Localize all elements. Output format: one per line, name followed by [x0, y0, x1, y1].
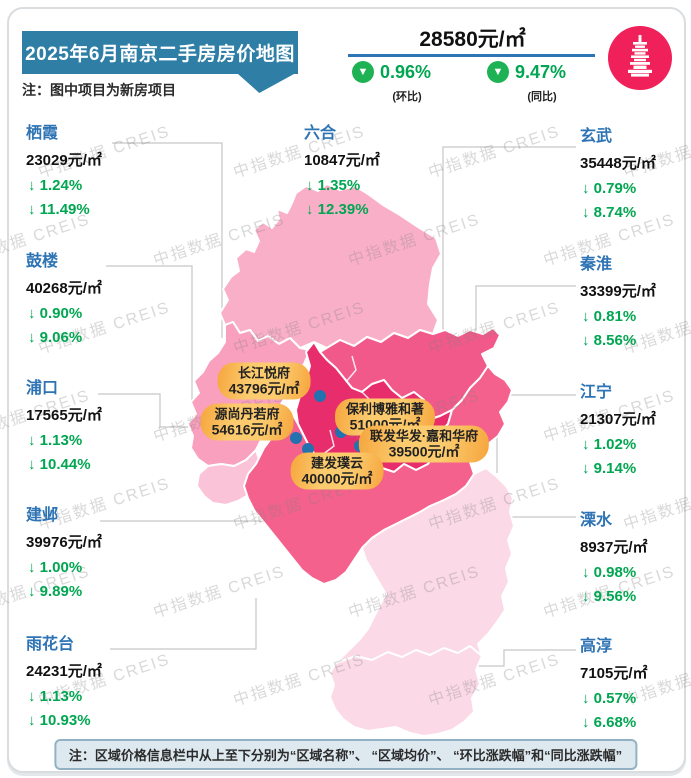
down-arrow-icon: ▼ — [487, 61, 509, 83]
project-label-lianfahuafa: 联发华发·嘉和华府 39500元/㎡ — [358, 425, 490, 463]
district-yoy-change: ↓ 10.93% — [28, 712, 91, 729]
map-region-lishui-gaochun — [329, 467, 515, 737]
district-mom-change: ↓ 0.98% — [582, 564, 637, 581]
district-yoy-change: ↓ 12.39% — [306, 201, 369, 218]
project-marker — [290, 432, 302, 444]
project-price: 43796元/㎡ — [228, 380, 300, 397]
district-price: 8937元/㎡ — [580, 539, 648, 556]
project-marker — [302, 443, 314, 455]
connector-jiangning — [496, 394, 576, 473]
district-mom-change: ↓ 0.81% — [582, 308, 637, 325]
district-mom-change: ↓ 1.00% — [28, 559, 83, 576]
district-price: 39976元/㎡ — [26, 534, 102, 551]
map-boundary-inner-1 — [345, 355, 357, 383]
project-price: 54616元/㎡ — [211, 421, 283, 438]
project-name: 保利博雅和著 — [345, 401, 425, 417]
district-name: 秦淮 — [580, 256, 613, 273]
price-underline — [348, 54, 595, 57]
district-yoy-change: ↓ 8.74% — [582, 204, 637, 221]
connector-pukou — [98, 393, 196, 428]
district-info-lishui: 溧水 8937元/㎡ ↓ 0.98% ↓ 9.56% — [580, 511, 691, 612]
yoy-label: (同比) — [527, 91, 557, 103]
district-yoy-change: ↓ 10.44% — [28, 456, 91, 473]
district-info-qinhuai: 秦淮 33399元/㎡ ↓ 0.81% ↓ 8.56% — [580, 255, 691, 356]
connector-yuhuatai — [110, 598, 257, 650]
connector-gulou — [106, 265, 193, 402]
district-name: 玄武 — [580, 128, 613, 145]
map-boundary-lishui-gaochun — [335, 645, 483, 664]
district-name: 鼓楼 — [26, 253, 59, 270]
district-name: 栖霞 — [26, 125, 59, 142]
district-info-gaochun: 高淳 7105元/㎡ ↓ 0.57% ↓ 6.68% — [580, 637, 691, 738]
page-title: 2025年6月南京二手房房价地图 — [25, 44, 295, 65]
district-info-liuhe: 六合 10847元/㎡ ↓ 1.35% ↓ 12.39% — [304, 124, 424, 225]
brand-logo — [608, 26, 672, 90]
connector-qixia — [112, 142, 223, 338]
district-yoy-change: ↓ 9.56% — [582, 588, 637, 605]
district-price: 40268元/㎡ — [26, 280, 102, 297]
project-name: 联发华发·嘉和华府 — [369, 428, 479, 444]
project-label-changjiangyuefu: 长江悦府 43796元/㎡ — [217, 362, 311, 400]
district-name: 江宁 — [580, 384, 613, 401]
yoy-badge: ▼ 9.47% — [487, 61, 566, 83]
district-yoy-change: ↓ 9.06% — [28, 329, 83, 346]
project-name: 建发璞云 — [310, 455, 364, 471]
pagoda-icon — [628, 34, 652, 77]
project-name: 源尚丹若府 — [214, 406, 280, 422]
district-info-yuhuatai: 雨花台 24231元/㎡ ↓ 1.13% ↓ 10.93% — [26, 635, 146, 736]
district-price: 24231元/㎡ — [26, 663, 102, 680]
district-price: 10847元/㎡ — [304, 152, 380, 169]
project-marker — [314, 390, 326, 402]
district-name: 六合 — [304, 125, 337, 142]
district-name: 雨花台 — [26, 636, 75, 653]
district-yoy-change: ↓ 6.68% — [582, 714, 637, 731]
district-price: 7105元/㎡ — [580, 665, 648, 682]
yoy-value: 9.47% — [515, 61, 567, 82]
district-mom-change: ↓ 1.13% — [28, 688, 83, 705]
district-mom-change: ↓ 1.24% — [28, 177, 83, 194]
district-price: 21307元/㎡ — [580, 411, 656, 428]
district-info-xuanwu: 玄武 35448元/㎡ ↓ 0.79% ↓ 8.74% — [580, 127, 691, 228]
connector-xuanwu — [442, 146, 576, 393]
district-name: 建邺 — [26, 507, 59, 524]
district-info-gulou: 鼓楼 40268元/㎡ ↓ 0.90% ↓ 9.06% — [26, 252, 146, 353]
district-mom-change: ↓ 1.02% — [582, 436, 637, 453]
district-mom-change: ↓ 0.79% — [582, 180, 637, 197]
district-name: 浦口 — [26, 380, 59, 397]
title-banner: 2025年6月南京二手房房价地图 — [22, 31, 298, 74]
district-price: 23029元/㎡ — [26, 152, 102, 169]
district-price: 35448元/㎡ — [580, 155, 656, 172]
district-yoy-change: ↓ 11.49% — [28, 201, 90, 218]
header-note: 注：图中项目为新房项目 — [22, 82, 176, 98]
district-info-qixia: 栖霞 23029元/㎡ ↓ 1.24% ↓ 11.49% — [26, 124, 146, 225]
district-yoy-change: ↓ 8.56% — [582, 332, 637, 349]
project-label-jianfapuyun: 建发璞云 40000元/㎡ — [290, 452, 384, 490]
district-mom-change: ↓ 1.13% — [28, 432, 83, 449]
mom-label: (环比) — [392, 91, 422, 103]
down-arrow-icon: ▼ — [352, 61, 374, 83]
district-name: 高淳 — [580, 638, 613, 655]
mom-value: 0.96% — [380, 61, 432, 82]
project-price: 40000元/㎡ — [301, 470, 373, 487]
map-region-liuhe — [219, 183, 442, 349]
district-yoy-change: ↓ 9.14% — [582, 460, 637, 477]
district-mom-change: ↓ 0.90% — [28, 305, 83, 322]
project-name: 长江悦府 — [237, 365, 291, 381]
district-info-jiangning: 江宁 21307元/㎡ ↓ 1.02% ↓ 9.14% — [580, 383, 691, 484]
project-price: 39500元/㎡ — [388, 443, 460, 460]
district-name: 溧水 — [580, 512, 613, 529]
mom-badge: ▼ 0.96% — [352, 61, 431, 83]
project-label-yuanshangdanruofu: 源尚丹若府 54616元/㎡ — [200, 403, 294, 441]
district-mom-change: ↓ 0.57% — [582, 690, 637, 707]
footer-note: 注：区域价格信息栏中从上至下分别为“区域名称”、 “区域均价”、 “环比涨跌幅”… — [53, 739, 638, 770]
district-info-pukou: 浦口 17565元/㎡ ↓ 1.13% ↓ 10.44% — [26, 379, 146, 480]
district-price: 33399元/㎡ — [580, 283, 656, 300]
district-info-jianye: 建邺 39976元/㎡ ↓ 1.00% ↓ 9.89% — [26, 506, 146, 607]
district-price: 17565元/㎡ — [26, 407, 102, 424]
city-average-price: 28580元/㎡ — [419, 28, 526, 51]
district-yoy-change: ↓ 9.89% — [28, 583, 83, 600]
district-mom-change: ↓ 1.35% — [306, 177, 361, 194]
